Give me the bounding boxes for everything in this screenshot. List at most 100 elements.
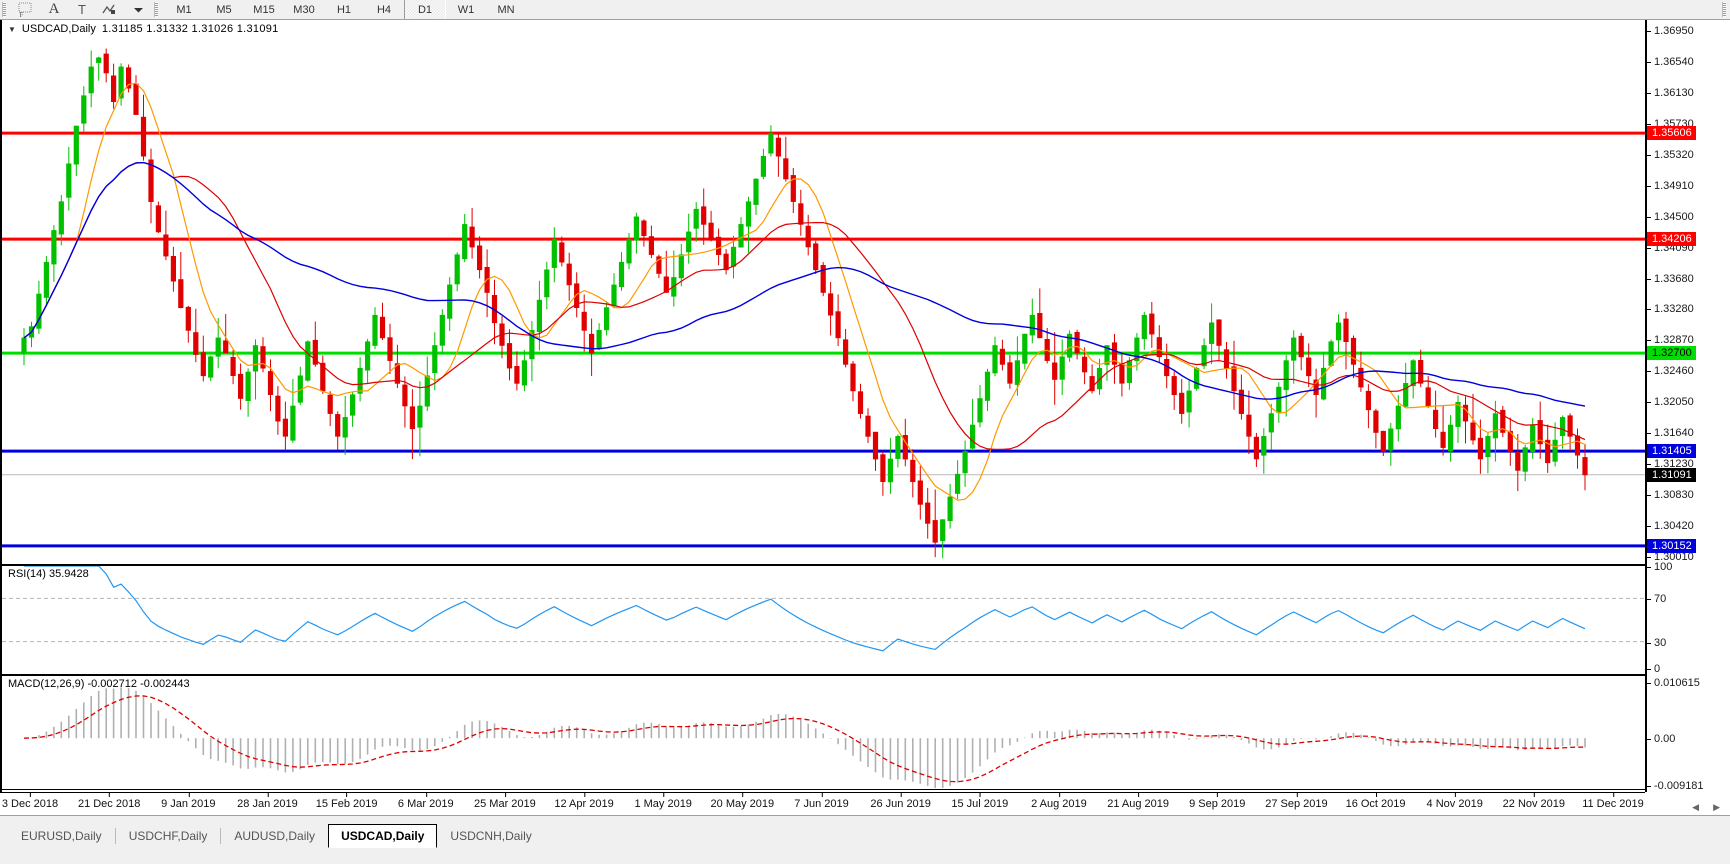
price-tick: 1.30420: [1647, 520, 1694, 532]
price-tick: 1.36950: [1647, 25, 1694, 37]
timeframe-m15[interactable]: M15: [253, 3, 275, 16]
price-scale[interactable]: 1.36950 1.36540 1.36130 1.35730 1.35320 1.349…: [1645, 20, 1730, 792]
chart-area: ▼ USDCAD,Daily 1.31185 1.31332 1.31026 1…: [0, 20, 1730, 864]
symbol-ohlc-header: ▼ USDCAD,Daily 1.31185 1.31332 1.31026 1…: [8, 23, 279, 35]
chart-collapse-caret-icon[interactable]: ▼: [8, 24, 16, 34]
date-tick: 7 Jun 2019: [794, 792, 849, 810]
price-tick: 1.33280: [1647, 303, 1694, 315]
timeframe-m30[interactable]: M30: [293, 3, 315, 16]
price-tick: 1.30830: [1647, 489, 1694, 501]
drawings-icon[interactable]: [96, 0, 124, 19]
rsi-tick: 100: [1647, 561, 1672, 573]
ma-mid-line: [23, 161, 1586, 450]
price-label-support-line[interactable]: 1.31405: [1647, 444, 1696, 459]
date-tick: 27 Sep 2019: [1265, 792, 1328, 810]
price-tick: 1.34910: [1647, 180, 1694, 192]
date-tick: 21 Dec 2018: [77, 792, 141, 810]
toolbar-drag-handle[interactable]: [2, 1, 10, 19]
scroll-arrows[interactable]: ◀ ▶: [1692, 802, 1720, 813]
price-tick: 1.36130: [1647, 87, 1694, 99]
price-label-pivot-line[interactable]: 1.32700: [1647, 346, 1696, 361]
date-tick: 15 Jul 2019: [951, 792, 1009, 810]
price-tick: 1.33680: [1647, 273, 1694, 285]
timeframe-h1[interactable]: H1: [336, 3, 352, 16]
timeframe-m1[interactable]: M1: [176, 3, 192, 16]
svg-text:F: F: [20, 11, 24, 18]
price-tick: 1.32870: [1647, 334, 1694, 346]
price-tick: 1.30010: [1647, 551, 1694, 563]
ohlc-values: 1.31185 1.31332 1.31026 1.31091: [101, 23, 279, 35]
toolbar-right-handle[interactable]: [1722, 2, 1730, 17]
scroll-right-arrow-icon[interactable]: ▶: [1713, 802, 1720, 812]
date-tick: 20 May 2019: [710, 792, 775, 810]
rsi-line: [24, 566, 1586, 652]
macd-tick: 0.00: [1647, 733, 1675, 745]
price-label-resistance-line[interactable]: 1.34206: [1647, 232, 1696, 247]
macd-label: MACD(12,26,9) -0.002712 -0.002443: [8, 678, 190, 690]
date-tick: 6 Mar 2019: [397, 792, 454, 810]
text-label-T-icon[interactable]: T: [78, 2, 86, 17]
price-tick: 1.32460: [1647, 365, 1694, 377]
rsi-chart-svg[interactable]: [2, 566, 1645, 674]
ma-slow-line: [23, 161, 1586, 407]
date-tick: 2 Aug 2019: [1031, 792, 1087, 810]
tab-usdcad[interactable]: USDCAD,Daily: [328, 824, 438, 848]
date-tick: 9 Jan 2019: [161, 792, 216, 810]
price-pane[interactable]: ▼ USDCAD,Daily 1.31185 1.31332 1.31026 1…: [2, 20, 1645, 565]
chevron-down-icon[interactable]: [124, 0, 152, 19]
symbol-label: USDCAD,Daily: [21, 23, 96, 35]
macd-pane[interactable]: MACD(12,26,9) -0.002712 -0.002443: [2, 675, 1645, 790]
tab-audusd[interactable]: AUDUSD,Daily: [234, 829, 316, 843]
tab-usdchf[interactable]: USDCHF,Daily: [128, 829, 208, 843]
tab-eurusd[interactable]: EURUSD,Daily: [21, 829, 102, 843]
ma-fast-line: [23, 82, 1586, 501]
rsi-tick: 0: [1647, 663, 1660, 675]
chart-panes: ▼ USDCAD,Daily 1.31185 1.31332 1.31026 1…: [0, 20, 1645, 792]
date-tick: 22 Nov 2019: [1502, 792, 1566, 810]
crosshair-f-icon-svg: F: [18, 2, 32, 18]
timeframe-group-handle[interactable]: [154, 1, 162, 19]
horizontal-scrollbar[interactable]: [0, 816, 1730, 821]
price-tick: 1.31640: [1647, 427, 1694, 439]
text-A-icon[interactable]: A: [48, 1, 60, 17]
date-tick: 26 Jun 2019: [870, 792, 931, 810]
timeframe-mn[interactable]: MN: [497, 3, 515, 16]
macd-tick: 0.010615: [1647, 677, 1700, 689]
date-tick: 28 Jan 2019: [237, 792, 298, 810]
timeframe-group: M1 M5 M15 M30 H1 H4 D1 W1 MN: [164, 0, 526, 19]
price-chart-svg[interactable]: [2, 20, 1645, 565]
timeframe-w1[interactable]: W1: [457, 3, 475, 16]
date-scale[interactable]: 3 Dec 2018 21 Dec 2018 9 Jan 2019 28 Jan 20…: [0, 792, 1645, 815]
rsi-tick: 30: [1647, 637, 1666, 649]
price-tick: 1.36540: [1647, 56, 1694, 68]
date-tick: 4 Nov 2019: [1426, 792, 1483, 810]
price-tick: 1.31230: [1647, 458, 1694, 470]
date-tick: 11 Dec 2019: [1582, 792, 1644, 810]
tab-usdcnh[interactable]: USDCNH,Daily: [450, 829, 532, 843]
chevron-down-icon-svg: [133, 7, 143, 12]
main-toolbar: F A T M1 M5 M15 M30 H1 H4 D1 W1 MN: [0, 0, 1730, 20]
timeframe-h4[interactable]: H4: [376, 3, 392, 16]
crosshair-f-icon[interactable]: F: [12, 0, 40, 19]
price-tick: 1.34500: [1647, 211, 1694, 223]
price-tick: 1.32050: [1647, 396, 1694, 408]
macd-signal-line: [23, 695, 1586, 783]
price-label-support-line[interactable]: 1.30152: [1647, 538, 1696, 553]
price-label-resistance-line[interactable]: 1.35606: [1647, 126, 1696, 141]
price-tick: 1.35320: [1647, 149, 1694, 161]
timeframe-m5[interactable]: M5: [216, 3, 232, 16]
date-tick: 3 Dec 2018: [1, 792, 59, 810]
macd-chart-svg[interactable]: [2, 676, 1645, 789]
date-tick: 1 May 2019: [634, 792, 692, 810]
rsi-tick: 70: [1647, 593, 1666, 605]
drawings-icon-svg: [102, 4, 115, 14]
macd-tick: -0.009181: [1647, 780, 1704, 792]
date-tick: 12 Apr 2019: [554, 792, 614, 810]
timeframe-d1[interactable]: D1: [404, 0, 446, 19]
tab-separator: [220, 828, 222, 844]
rsi-pane[interactable]: RSI(14) 35.9428: [2, 565, 1645, 675]
price-label-last-price-line[interactable]: 1.31091: [1647, 467, 1696, 482]
date-tick: 9 Sep 2019: [1189, 792, 1246, 810]
scroll-left-arrow-icon[interactable]: ◀: [1692, 802, 1700, 812]
date-tick: 21 Aug 2019: [1107, 792, 1169, 810]
